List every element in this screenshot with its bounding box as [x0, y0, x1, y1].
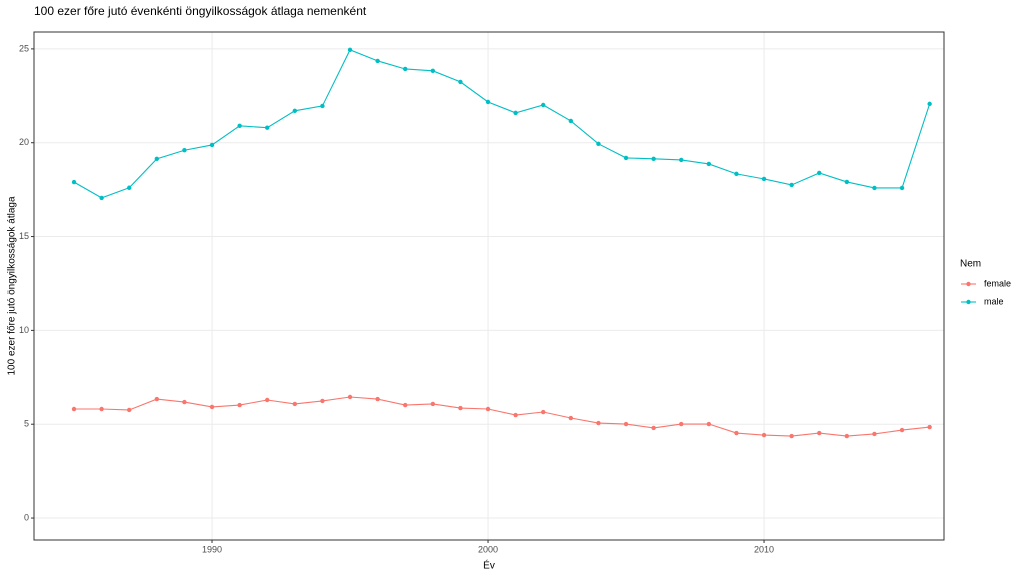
data-point	[679, 157, 684, 163]
data-point	[430, 401, 436, 407]
data-point	[706, 421, 712, 427]
data-point	[513, 412, 518, 418]
data-point	[292, 401, 298, 407]
y-tick-label: 10	[19, 325, 29, 335]
data-point	[623, 155, 629, 161]
plot-border	[33, 31, 945, 541]
data-point	[927, 424, 932, 430]
series-line	[74, 396, 930, 437]
chart-title: 100 ezer főre jutó évenkénti öngyilkossá…	[34, 4, 367, 18]
data-point	[789, 433, 794, 439]
data-point	[651, 425, 656, 431]
y-tick-label: 15	[19, 231, 29, 241]
data-point	[568, 415, 574, 421]
data-point	[541, 409, 546, 415]
legend-point	[966, 281, 971, 287]
data-point	[872, 431, 877, 437]
data-point	[734, 171, 739, 177]
data-point	[99, 406, 104, 412]
legend-label: male	[984, 296, 1004, 306]
data-point	[899, 185, 905, 191]
data-point	[485, 406, 491, 412]
data-point	[761, 176, 767, 182]
data-point	[430, 68, 436, 74]
data-point	[458, 405, 463, 411]
data-point	[706, 161, 712, 167]
data-point	[127, 407, 132, 413]
data-point	[513, 110, 518, 116]
x-tick-label: 2010	[754, 544, 774, 554]
legend-label: female	[984, 278, 1011, 288]
data-point	[844, 433, 850, 439]
data-point	[99, 195, 104, 201]
x-axis-title: Év	[483, 559, 495, 572]
data-point	[817, 170, 822, 176]
data-point	[154, 156, 160, 162]
data-point	[899, 427, 905, 433]
data-point	[596, 141, 601, 147]
legend-title: Nem	[960, 259, 981, 270]
data-point	[623, 421, 629, 427]
data-point	[817, 430, 822, 436]
data-point	[679, 421, 684, 427]
data-point	[265, 125, 270, 130]
data-point	[347, 47, 353, 53]
y-tick-label: 5	[24, 419, 29, 429]
data-point	[403, 66, 408, 72]
series-line	[73, 49, 931, 199]
data-point	[237, 402, 242, 408]
data-point	[734, 430, 739, 436]
legend-point	[966, 299, 971, 305]
data-point	[541, 102, 546, 108]
data-point	[182, 399, 187, 405]
data-point	[375, 58, 380, 64]
y-tick-label: 20	[19, 137, 29, 147]
data-point	[485, 99, 491, 105]
y-tick-label: 0	[24, 512, 29, 522]
data-point	[596, 420, 601, 426]
data-point	[789, 182, 794, 188]
x-tick-label: 1990	[202, 544, 222, 554]
y-tick-label: 25	[19, 43, 29, 53]
data-point	[71, 179, 77, 185]
data-point	[651, 156, 656, 162]
data-point	[265, 397, 270, 403]
data-point	[127, 185, 132, 190]
data-point	[182, 148, 187, 153]
data-point	[761, 432, 767, 438]
data-point	[209, 404, 215, 410]
data-point	[347, 394, 353, 400]
data-point	[209, 142, 215, 148]
data-point	[458, 79, 463, 85]
data-point	[320, 103, 325, 109]
data-point	[375, 396, 380, 402]
data-point	[872, 185, 877, 191]
x-tick-label: 2000	[478, 544, 498, 554]
data-point	[320, 398, 325, 404]
data-point	[71, 406, 77, 412]
data-point	[292, 108, 298, 114]
data-point	[844, 179, 850, 185]
data-point	[237, 123, 242, 129]
data-point	[403, 402, 408, 408]
data-point	[154, 396, 160, 402]
data-point	[927, 101, 932, 107]
y-axis-title: 100 ezer főre jutó öngyilkosságok átlaga	[7, 196, 18, 375]
data-point	[568, 118, 574, 124]
